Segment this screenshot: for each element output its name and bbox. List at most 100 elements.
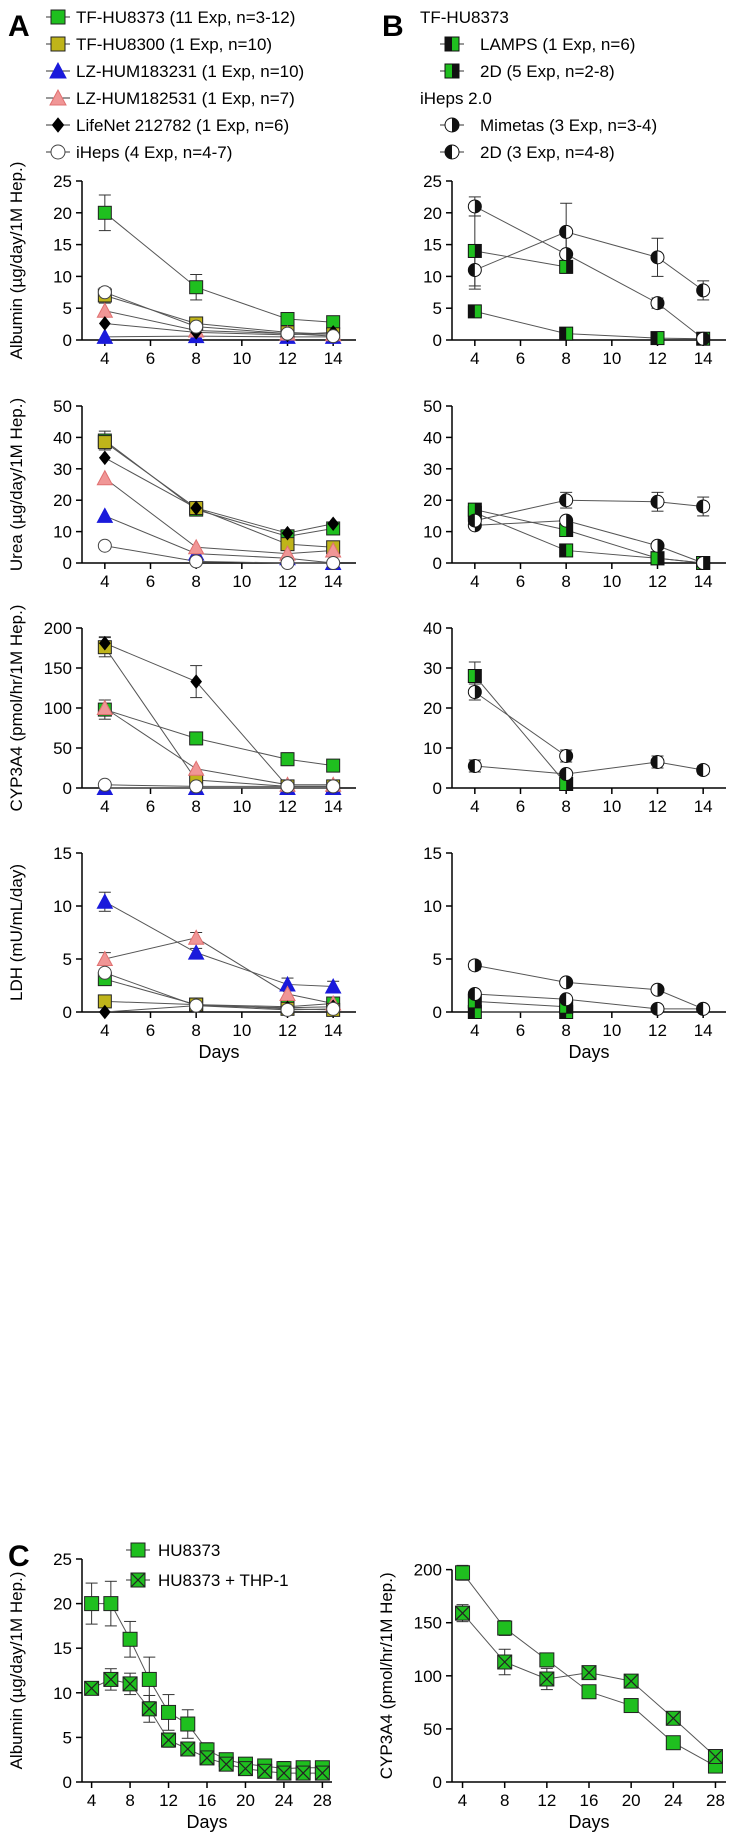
legend-b-g2-icon-0-marker — [444, 117, 460, 133]
data-point — [650, 296, 665, 311]
x-tick-label: 24 — [274, 1791, 293, 1810]
legend-a-item-0-icon — [46, 9, 70, 25]
legend-b-group1-title: TF-HU8373 — [420, 8, 509, 27]
series-line-1 — [104, 646, 334, 787]
x-tick-label: 8 — [191, 349, 200, 368]
y-tick-label: 10 — [423, 739, 442, 758]
legend-c-icon-0 — [126, 1542, 150, 1558]
panel-letter-c: C — [8, 1540, 30, 1573]
y-tick-label: 5 — [63, 1728, 72, 1747]
y-tick-label: 40 — [423, 619, 442, 638]
legend-b-g1-icon-1-marker — [444, 63, 460, 79]
data-point — [324, 978, 342, 994]
series-line-2 — [104, 515, 334, 564]
legend-a-item-1-icon-marker — [50, 36, 66, 52]
data-point — [96, 302, 114, 318]
x-tick-label: 28 — [313, 1791, 332, 1810]
y-tick-label: 25 — [53, 1550, 72, 1569]
data-point — [696, 499, 711, 514]
y-tick-label: 30 — [423, 659, 442, 678]
legend-b-g1-icon-0 — [440, 36, 464, 52]
series-line-5 — [104, 972, 334, 1011]
x-tick-label: 10 — [232, 572, 251, 591]
data-point — [455, 1565, 471, 1581]
data-point — [161, 1732, 177, 1748]
series-line-5 — [104, 784, 334, 787]
x-tick-label: 4 — [87, 1791, 96, 1810]
data-point — [650, 538, 665, 553]
chart-b-albumin: 0 5 10 15 20 25 4 6 8 10 12 14 — [423, 172, 726, 368]
data-point — [326, 758, 341, 773]
data-point — [97, 777, 112, 792]
data-point — [190, 674, 203, 689]
x-tick-label: 20 — [622, 1791, 641, 1810]
x-tick-label: 12 — [648, 797, 667, 816]
x-axis-label: Days — [198, 1042, 239, 1062]
data-point — [97, 205, 112, 220]
data-point — [497, 1654, 513, 1670]
data-point — [141, 1701, 157, 1717]
y-tick-label: 15 — [53, 1639, 72, 1658]
data-point — [467, 685, 482, 699]
legend-c-label-0: HU8373 — [158, 1541, 220, 1560]
y-tick-label: 150 — [44, 659, 72, 678]
x-tick-label: 10 — [602, 572, 621, 591]
y-tick-label: 5 — [433, 299, 442, 318]
data-point — [581, 1665, 597, 1681]
legend-a-item-5-icon-marker — [50, 144, 66, 160]
data-point — [97, 435, 112, 450]
y-tick-label: 50 — [53, 397, 72, 416]
legend-a-item-3-icon — [46, 88, 70, 106]
y-tick-label: 100 — [44, 699, 72, 718]
data-point — [559, 992, 574, 1007]
y-axis-label: CYP3A4 (pmol/hr/1M Hep.) — [7, 605, 26, 812]
data-point — [696, 1001, 711, 1016]
y-axis-label: LDH (mU/mL/day) — [7, 864, 26, 1001]
x-axis-label: Days — [186, 1812, 227, 1832]
data-point — [98, 1004, 111, 1020]
x-tick-label: 14 — [694, 797, 713, 816]
series-line-5 — [104, 291, 334, 337]
y-tick-label: 15 — [53, 236, 72, 255]
data-point — [199, 1750, 215, 1766]
y-axis-label: CYP3A4 (pmol/hr/1M Hep.) — [377, 1572, 396, 1779]
data-point — [190, 500, 203, 516]
data-point — [559, 224, 574, 239]
data-point — [559, 259, 574, 274]
data-point — [467, 199, 482, 214]
data-point — [467, 513, 482, 528]
y-tick-label: 40 — [423, 428, 442, 447]
data-point — [327, 516, 340, 532]
data-point — [96, 950, 114, 966]
series-line-2 — [474, 761, 704, 775]
y-tick-label: 50 — [423, 397, 442, 416]
data-point — [122, 1676, 138, 1692]
x-tick-label: 6 — [146, 349, 155, 368]
series-line-4 — [104, 1005, 334, 1013]
y-tick-label: 15 — [423, 236, 442, 255]
x-tick-label: 4 — [470, 797, 479, 816]
data-point — [97, 965, 112, 980]
data-point — [280, 312, 295, 327]
x-tick-label: 4 — [458, 1791, 467, 1810]
chart-a-urea: 0 10 20 30 40 50 4 6 8 10 12 14 Urea (µg/day/1M Hep.… — [7, 397, 356, 591]
y-tick-label: 5 — [63, 950, 72, 969]
x-tick-label: 6 — [516, 797, 525, 816]
series-line-2 — [104, 335, 334, 338]
series-line-2 — [474, 205, 704, 340]
y-tick-label: 5 — [433, 950, 442, 969]
data-point — [559, 513, 574, 528]
data-point — [281, 525, 294, 541]
legend-a-item-2-icon — [46, 61, 70, 79]
y-tick-label: 0 — [63, 779, 72, 798]
y-tick-label: 0 — [63, 1003, 72, 1022]
x-tick-label: 14 — [324, 572, 343, 591]
x-tick-label: 28 — [706, 1791, 725, 1810]
y-tick-label: 100 — [414, 1667, 442, 1686]
y-tick-label: 150 — [414, 1614, 442, 1633]
data-point — [455, 1605, 471, 1621]
y-tick-label: 0 — [433, 331, 442, 350]
y-tick-label: 5 — [63, 299, 72, 318]
series-line-1 — [474, 509, 704, 564]
series-line-0 — [474, 675, 567, 785]
